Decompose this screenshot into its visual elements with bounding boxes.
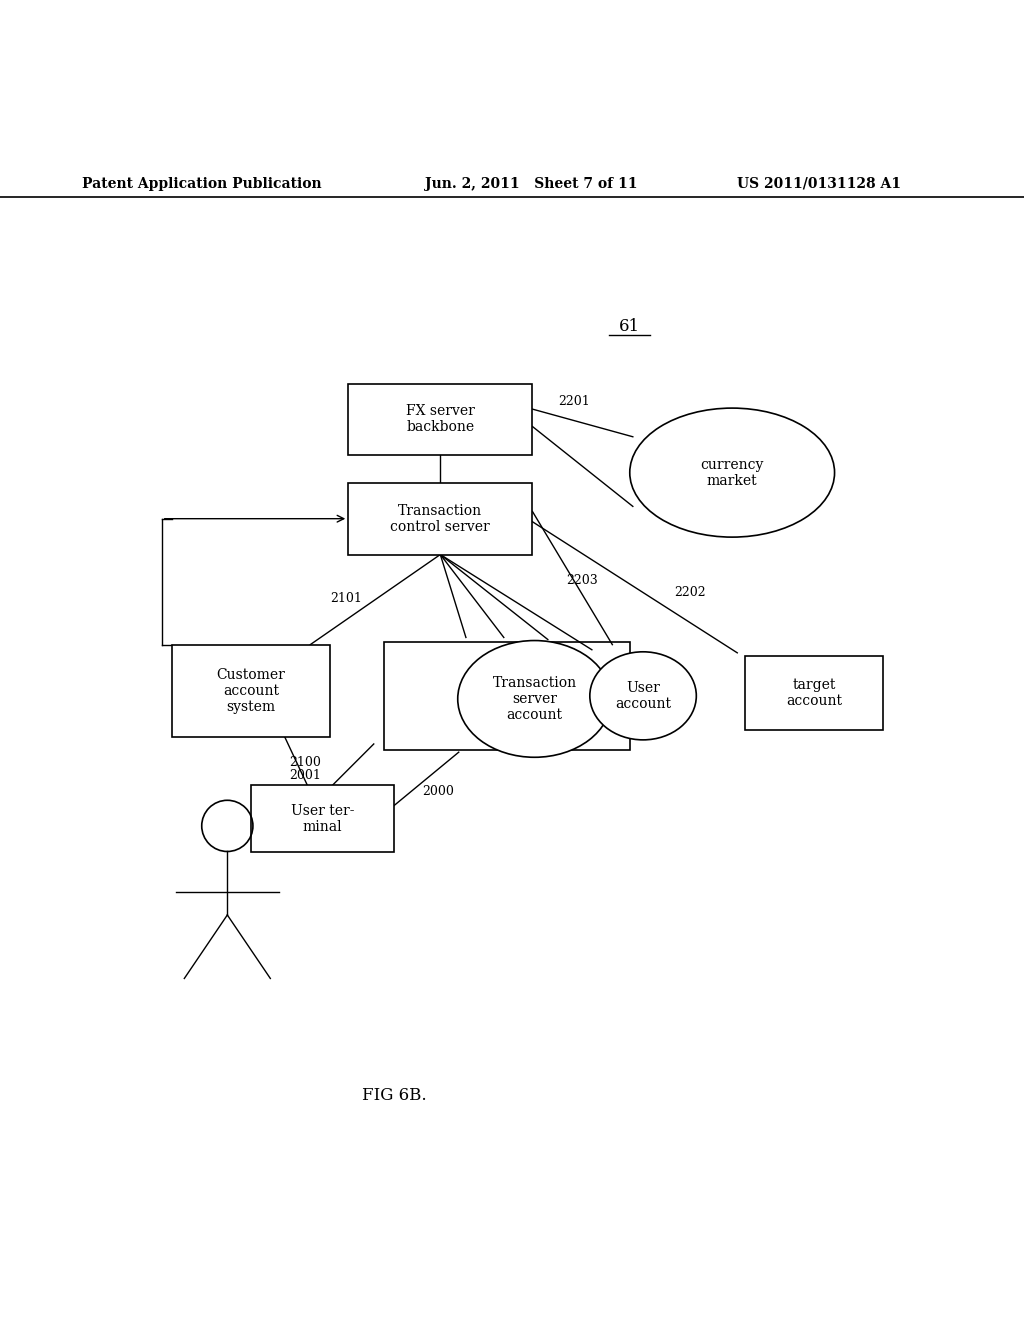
Text: User ter-
minal: User ter- minal: [291, 804, 354, 834]
Ellipse shape: [458, 640, 611, 758]
Text: 2100: 2100: [289, 756, 321, 768]
FancyBboxPatch shape: [348, 384, 532, 455]
Ellipse shape: [630, 408, 835, 537]
Ellipse shape: [590, 652, 696, 741]
FancyBboxPatch shape: [384, 642, 630, 750]
Text: User
account: User account: [615, 681, 671, 711]
Text: 2101: 2101: [330, 593, 361, 605]
FancyBboxPatch shape: [171, 644, 330, 737]
Text: 2000: 2000: [422, 784, 454, 797]
Text: Jun. 2, 2011   Sheet 7 of 11: Jun. 2, 2011 Sheet 7 of 11: [425, 177, 638, 191]
Text: 2202: 2202: [674, 586, 706, 599]
FancyBboxPatch shape: [348, 483, 532, 554]
Text: Transaction
control server: Transaction control server: [390, 504, 490, 533]
FancyBboxPatch shape: [745, 656, 883, 730]
Text: US 2011/0131128 A1: US 2011/0131128 A1: [737, 177, 901, 191]
Text: Bank: Bank: [488, 657, 525, 672]
Text: FIG 6B.: FIG 6B.: [361, 1086, 427, 1104]
FancyBboxPatch shape: [251, 785, 394, 851]
Text: target
account: target account: [786, 677, 842, 708]
Text: currency
market: currency market: [700, 458, 764, 487]
Text: Transaction
server
account: Transaction server account: [493, 676, 577, 722]
Text: 61: 61: [620, 318, 640, 335]
Text: 2203: 2203: [566, 574, 598, 586]
Text: Patent Application Publication: Patent Application Publication: [82, 177, 322, 191]
Text: 2001: 2001: [289, 770, 321, 783]
Text: FX server
backbone: FX server backbone: [406, 404, 475, 434]
Text: 2201: 2201: [558, 396, 590, 408]
Text: Customer
account
system: Customer account system: [216, 668, 286, 714]
